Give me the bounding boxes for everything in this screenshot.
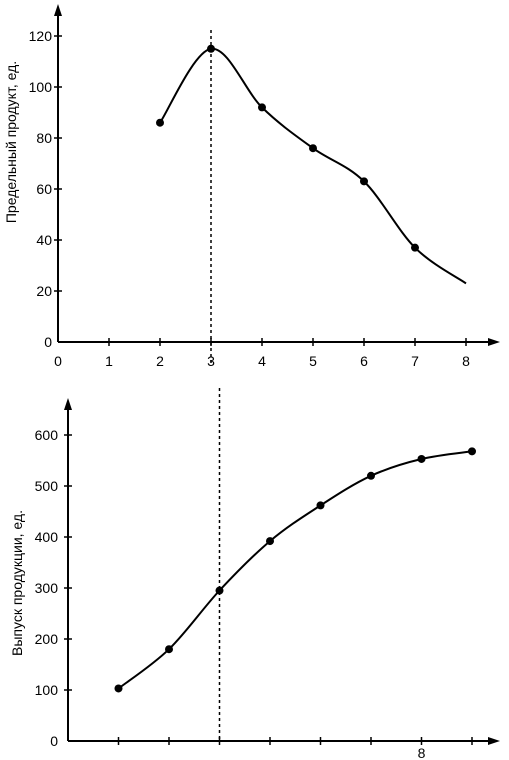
- data-point-top: [411, 243, 419, 252]
- y-tick-label-bottom: 100: [35, 682, 59, 698]
- y-axis-arrow-top: [54, 4, 62, 16]
- x-tick-label-top: 2: [156, 353, 164, 369]
- series-line-top: [159, 47, 467, 285]
- data-point-bottom: [266, 537, 274, 546]
- y-tick-label-bottom: 300: [35, 580, 59, 596]
- y-axis-label-top: Предельный продукт, ед.: [3, 61, 19, 223]
- data-point-bottom: [165, 645, 173, 654]
- x-tick-label-top: 6: [360, 353, 368, 369]
- y-tick-label-top: 120: [29, 28, 53, 44]
- series-line-bottom: [117, 450, 473, 690]
- marginal-product-chart: Предельный продукт, ед. 0 20 40 60 80 100 120 0…: [3, 4, 500, 369]
- data-point-bottom: [215, 586, 224, 595]
- y-tick-label-top: 100: [29, 79, 53, 95]
- y-tick-label-bottom: 500: [35, 478, 59, 494]
- data-point-top: [360, 177, 368, 186]
- data-point-bottom: [114, 684, 123, 693]
- y-tick-label-top: 80: [36, 130, 52, 146]
- data-point-top: [309, 144, 317, 153]
- output-chart: Выпуск продукции, ед. 0 100 200 300 400 500 60…: [9, 388, 500, 760]
- y-axis-label-bottom: Выпуск продукции, ед.: [9, 510, 25, 656]
- y-tick-label-top: 0: [44, 334, 52, 350]
- x-tick-label-top: 7: [411, 353, 419, 369]
- data-point-top: [258, 103, 266, 112]
- data-point-top: [156, 118, 164, 127]
- data-point-bottom: [367, 471, 375, 480]
- y-tick-label-bottom: 200: [35, 631, 59, 647]
- x-tick-label-top: 0: [54, 353, 62, 369]
- data-point-bottom: [316, 501, 325, 510]
- y-tick-label-top: 60: [36, 181, 52, 197]
- y-tick-label-bottom: 400: [35, 529, 59, 545]
- data-point-bottom: [468, 447, 476, 456]
- y-tick-label-bottom: 0: [50, 733, 58, 749]
- data-point-top: [207, 44, 215, 53]
- y-tick-label-bottom: 600: [35, 427, 59, 443]
- x-axis-arrow-top: [488, 338, 500, 346]
- x-tick-label-top: 4: [258, 353, 266, 369]
- x-tick-label-top: 5: [309, 353, 317, 369]
- x-axis-arrow-bottom: [488, 737, 500, 745]
- x-tick-label-top: 8: [462, 353, 470, 369]
- data-point-bottom: [417, 454, 426, 463]
- x-tick-label-bottom: 8: [418, 745, 426, 760]
- x-tick-label-top: 1: [105, 353, 113, 369]
- y-tick-label-top: 40: [36, 232, 52, 248]
- y-tick-label-top: 20: [36, 283, 52, 299]
- y-axis-arrow-bottom: [64, 398, 72, 410]
